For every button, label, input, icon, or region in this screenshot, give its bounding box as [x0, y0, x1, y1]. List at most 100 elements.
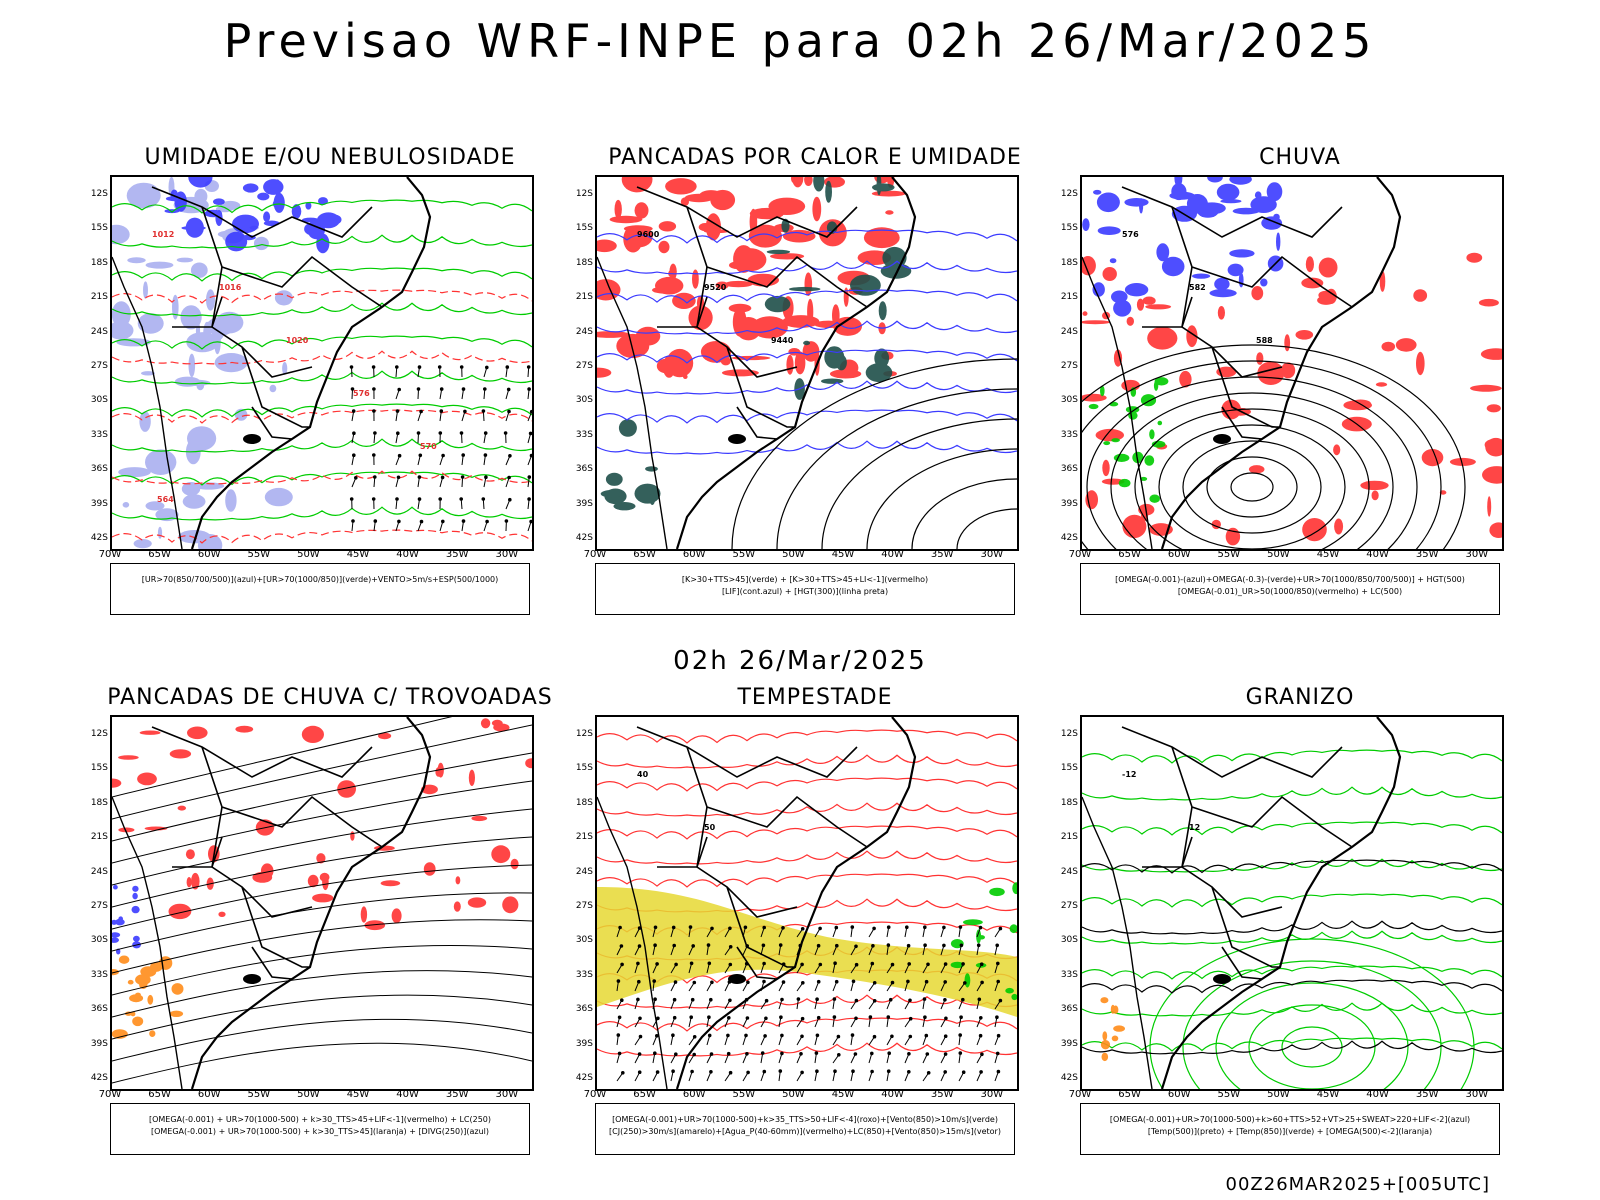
latitude-tick-label: 18S — [575, 257, 593, 268]
longitude-tick-label: 65W — [633, 1089, 656, 1100]
temp-850-contours — [1082, 749, 1502, 1052]
longitude-tick-label: 70W — [1068, 549, 1092, 560]
precip-blob — [597, 331, 630, 338]
longitude-tick-label: 40W — [881, 549, 904, 560]
wind-vector-head — [417, 497, 422, 501]
wind-vector-head — [373, 519, 378, 523]
wind-vector-head — [923, 943, 927, 947]
contour-line — [597, 229, 1017, 244]
latitude-tick-label: 27S — [575, 361, 593, 371]
wind-vector-head — [799, 1052, 803, 1056]
precip-blob — [609, 215, 643, 224]
longitude-tick-label: 60W — [197, 1089, 221, 1100]
state-border — [1221, 406, 1263, 440]
wind-vector-head — [621, 1071, 625, 1075]
latitude-tick-label: 30S — [1060, 395, 1078, 406]
wind-vector-head — [709, 997, 713, 1002]
latitude-tick-label: 30S — [90, 395, 108, 406]
wind-vector-head — [527, 387, 531, 391]
precip-blob — [525, 758, 532, 769]
wind-vector-head — [745, 1052, 749, 1056]
contour-line — [597, 260, 1017, 275]
wind-vector-head — [745, 1016, 750, 1020]
wind-vector-head — [958, 1033, 963, 1037]
precip-blob — [423, 862, 436, 876]
wind-vector-head — [440, 475, 445, 480]
precip-blob — [1149, 429, 1155, 440]
precip-blob — [1257, 361, 1285, 385]
andes-boundary — [1082, 256, 1153, 549]
precip-blob — [1122, 514, 1147, 539]
precip-blob — [316, 853, 326, 864]
precip-blob — [658, 240, 670, 254]
wind-vector-head — [673, 980, 678, 984]
precip-blob — [1421, 449, 1444, 467]
legend-box: [K>30+TTS>45](verde) + [K>30+TTS>45+LI<-… — [595, 563, 1015, 615]
latitude-tick-label: 39S — [575, 498, 593, 509]
coastline — [190, 177, 432, 549]
streamline — [112, 752, 532, 842]
humidity-low-levels — [112, 199, 532, 521]
precip-blob — [1092, 282, 1105, 297]
state-border — [1221, 946, 1263, 980]
precip-blob — [1334, 518, 1344, 535]
precip-blob — [749, 207, 784, 220]
streamline — [112, 1018, 532, 1062]
streamline — [112, 1042, 532, 1084]
wind-vector-head — [832, 1015, 837, 1019]
wind-vector-head — [760, 1051, 765, 1055]
wind-vector-head — [778, 943, 783, 947]
thunderstorm-orange — [112, 955, 184, 1039]
longitude-tick-label: 40W — [396, 1089, 419, 1100]
precip-blob — [1229, 177, 1252, 185]
precip-blob — [786, 354, 794, 375]
precip-blob — [1121, 379, 1140, 392]
longitude-tick-label: 35W — [1415, 1089, 1439, 1100]
precip-blob — [206, 289, 215, 311]
precip-blob — [665, 178, 697, 195]
wind-vector-head — [438, 431, 443, 435]
wind-vector-head — [764, 1016, 768, 1021]
longitude-tick-label: 65W — [633, 549, 656, 560]
state-border — [172, 296, 223, 328]
wind-vector-head — [508, 497, 512, 502]
precip-blob — [874, 348, 890, 368]
precip-blob — [1209, 289, 1237, 298]
state-border — [241, 346, 310, 428]
latitude-tick-label: 33S — [1060, 969, 1078, 980]
precip-blob — [139, 730, 161, 735]
temp-850-south — [1149, 938, 1475, 1089]
contour-line — [1082, 749, 1502, 764]
precip-blob — [263, 179, 284, 195]
wind-vector-head — [943, 1070, 948, 1074]
precip-blob — [1227, 263, 1244, 277]
precip-blob — [1360, 480, 1389, 491]
contour-label: 1020 — [286, 336, 309, 345]
precip-blob — [122, 502, 130, 508]
contour-line — [1086, 376, 1418, 549]
map-svg: 576 582 588 — [1082, 177, 1502, 549]
precip-blob — [1449, 457, 1476, 466]
omega-green — [1088, 377, 1169, 503]
wind-vector-head — [872, 1034, 877, 1039]
contour-line — [112, 529, 532, 544]
precip-blob — [1082, 256, 1096, 276]
legend-line: [CJ(250)>30m/s](amarelo)+[Agua_P(40-60mm… — [609, 1127, 1001, 1136]
latitude-tick-label: 27S — [1060, 361, 1078, 371]
precip-blob — [728, 303, 752, 313]
wind-vector-head — [671, 925, 676, 930]
coastline — [675, 177, 917, 549]
contour-line — [1082, 858, 1502, 873]
wind-vector-head — [397, 519, 401, 524]
contour-line — [112, 302, 532, 317]
wind-vector-head — [762, 961, 766, 966]
contour-label: 576 — [353, 389, 370, 398]
precip-blob — [1216, 183, 1240, 201]
contour-line — [1082, 821, 1502, 836]
latitude-tick-label: 18S — [90, 257, 108, 268]
contour-label: 576 — [1122, 230, 1139, 239]
latitude-tick-label: 39S — [1060, 1038, 1078, 1049]
state-border — [251, 946, 293, 980]
precip-blob — [1179, 370, 1192, 388]
wind-vector-head — [483, 431, 488, 435]
